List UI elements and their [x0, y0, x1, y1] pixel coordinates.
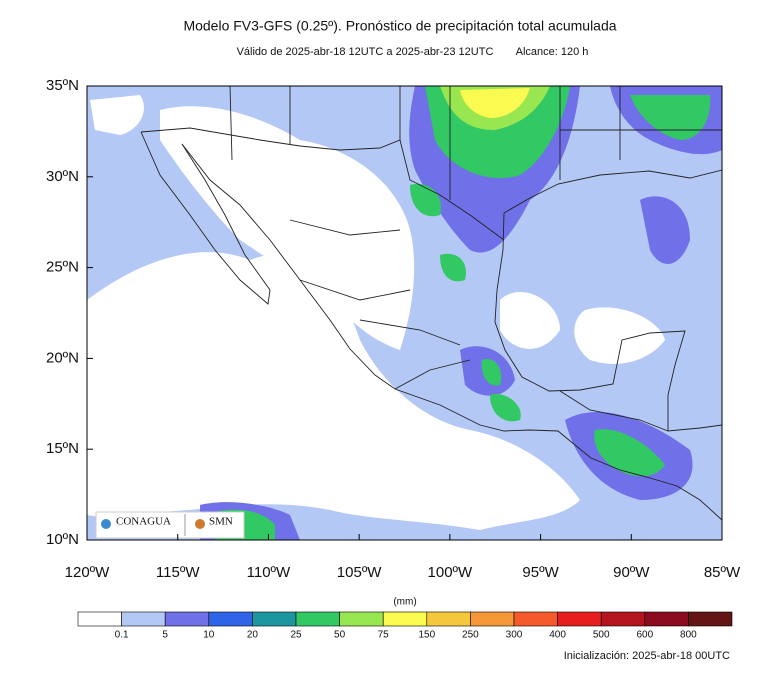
colorbar-box [121, 611, 166, 627]
colorbar-label: 5 [162, 630, 168, 641]
precip-field [87, 86, 722, 540]
y-tick-label: 20ºN [46, 349, 79, 366]
colorbar-label: 300 [506, 630, 523, 641]
colorbar-box [77, 611, 122, 627]
colorbar-label: 150 [418, 630, 435, 641]
x-tick-label: 120ºW [65, 564, 111, 581]
colorbar-label: 50 [334, 630, 346, 641]
y-tick-label: 25ºN [46, 259, 79, 276]
valid-period: Válido de 2025-abr-18 12UTC a 2025-abr-2… [237, 46, 494, 58]
colorbar-box [339, 611, 384, 627]
y-tick-label: 35ºN [46, 77, 79, 94]
title: Modelo FV3-GFS (0.25º). Pronóstico de pr… [183, 18, 616, 34]
y-tick-label: 15ºN [46, 440, 79, 457]
x-tick-label: 105ºW [337, 564, 383, 581]
x-tick-label: 85ºW [704, 564, 741, 581]
logo-smn: SMN [209, 516, 233, 528]
colorbar-label: 20 [247, 630, 259, 641]
colorbar-label: 600 [636, 630, 653, 641]
colorbar-unit: (mm) [393, 597, 416, 608]
colorbar-box [295, 611, 340, 627]
colorbar-label: 75 [378, 630, 390, 641]
x-tick-label: 100ºW [428, 564, 474, 581]
y-tick-label: 10ºN [46, 531, 79, 548]
logo-box: CONAGUA SMN [95, 511, 245, 539]
x-tick-label: 90ºW [613, 564, 650, 581]
colorbar-label: 400 [549, 630, 566, 641]
colorbar-box [513, 611, 558, 627]
forecast-range: Alcance: 120 h [516, 46, 589, 58]
colorbar-label: 25 [290, 630, 302, 641]
colorbar-label: 0.1 [115, 630, 129, 641]
colorbar-box [557, 611, 602, 627]
colorbar-box [382, 611, 428, 627]
colorbar-box [644, 611, 689, 627]
x-tick-label: 95ºW [522, 564, 559, 581]
colorbar-box [600, 611, 646, 627]
colorbar-box [252, 611, 297, 627]
colorbar-label: 500 [593, 630, 610, 641]
colorbar-label: 800 [680, 630, 697, 641]
logo-conagua: CONAGUA [116, 516, 171, 528]
map-frame [86, 85, 723, 541]
y-tick-label: 30ºN [46, 168, 79, 185]
colorbar-box [688, 611, 733, 627]
colorbar-box [470, 611, 515, 627]
colorbar-label: 10 [203, 630, 215, 641]
x-tick-label: 110ºW [247, 564, 291, 581]
colorbar-label: 250 [462, 630, 479, 641]
colorbar-box [208, 611, 253, 627]
init-time: Inicialización: 2025-abr-18 00UTC [564, 650, 730, 662]
colorbar-box [426, 611, 471, 627]
colorbar-box [164, 611, 210, 627]
x-tick-label: 115ºW [156, 564, 200, 581]
